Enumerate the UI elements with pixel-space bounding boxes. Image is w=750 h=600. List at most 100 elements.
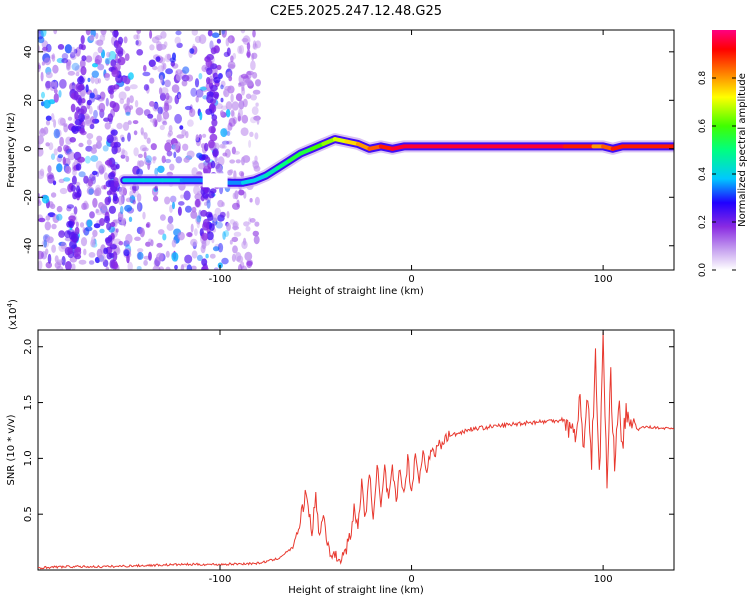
noise-streak-blob xyxy=(206,94,214,104)
noise-blob xyxy=(145,241,151,247)
noise-blob xyxy=(175,69,183,75)
noise-blob xyxy=(50,113,55,122)
noise-streak-blob xyxy=(80,35,85,45)
noise-streak-blob xyxy=(210,160,216,169)
noise-streak-blob xyxy=(201,232,208,241)
noise-blob xyxy=(155,56,161,62)
noise-blob xyxy=(139,227,145,238)
noise-blob xyxy=(236,255,244,263)
noise-blob xyxy=(220,128,228,138)
noise-blob xyxy=(215,164,223,174)
noise-blob xyxy=(98,102,106,113)
noise-blob xyxy=(245,93,252,100)
noise-blob xyxy=(136,33,140,40)
noise-blob xyxy=(118,241,124,246)
noise-blob xyxy=(225,37,230,47)
noise-blob xyxy=(43,57,52,66)
figure-title: C2E5.2025.247.12.48.G25 xyxy=(270,4,442,19)
noise-blob xyxy=(254,40,262,49)
noise-blob xyxy=(90,239,96,248)
noise-blob xyxy=(149,77,155,84)
noise-blob xyxy=(99,218,105,226)
noise-blob xyxy=(250,60,256,71)
noise-blob xyxy=(94,55,103,65)
noise-blob xyxy=(195,96,199,103)
ridge-segment xyxy=(275,158,291,171)
colorbar-tick-label: 0.6 xyxy=(698,119,708,134)
noise-blob xyxy=(104,122,111,130)
noise-blob xyxy=(238,108,243,119)
noise-blob xyxy=(57,145,63,153)
spectrogram-x-axis: -100 0 100 xyxy=(209,30,613,285)
noise-blob xyxy=(53,93,59,103)
noise-streak-blob xyxy=(211,119,218,127)
noise-blob xyxy=(53,89,58,94)
noise-blob xyxy=(127,261,133,270)
noise-streak-blob xyxy=(74,119,82,126)
noise-blob xyxy=(177,94,182,99)
noise-blob xyxy=(164,142,172,152)
noise-streak-blob xyxy=(216,38,221,44)
noise-blob xyxy=(62,156,66,166)
noise-blob xyxy=(139,144,147,152)
noise-blob xyxy=(69,51,76,59)
noise-blob xyxy=(220,110,224,117)
noise-streak-blob xyxy=(108,172,115,180)
noise-blob xyxy=(86,186,95,196)
noise-blob xyxy=(249,131,254,137)
noise-blob xyxy=(106,51,111,58)
noise-blob xyxy=(105,266,109,270)
noise-streak-blob xyxy=(112,30,119,38)
noise-blob xyxy=(167,132,172,138)
noise-blob xyxy=(228,117,236,127)
noise-blob xyxy=(118,186,127,196)
noise-blob xyxy=(143,259,148,266)
snr-xlabel: Height of straight line (km) xyxy=(288,585,424,596)
noise-blob xyxy=(238,264,243,270)
noise-streak-blob xyxy=(110,163,118,171)
noise-blob xyxy=(229,239,233,245)
noise-blob xyxy=(161,87,169,95)
noise-blob xyxy=(252,72,258,79)
noise-blob xyxy=(137,248,144,253)
noise-streak-blob xyxy=(68,215,76,222)
noise-blob xyxy=(156,252,164,262)
noise-blob xyxy=(232,225,240,230)
noise-blob xyxy=(124,105,131,115)
noise-blob xyxy=(38,217,46,223)
noise-blob xyxy=(45,120,51,126)
noise-blob xyxy=(165,92,170,101)
noise-blob xyxy=(125,233,133,244)
noise-blob xyxy=(83,202,90,210)
noise-streak-blob xyxy=(106,252,113,260)
noise-blob xyxy=(163,62,167,70)
noise-blob xyxy=(159,124,165,131)
noise-blob xyxy=(159,92,167,102)
noise-streak-blob xyxy=(110,222,116,227)
noise-blob xyxy=(252,230,259,237)
spectrogram-frame xyxy=(37,29,675,271)
spectrogram-noise xyxy=(38,30,262,270)
noise-blob xyxy=(59,136,64,147)
ridge-segment xyxy=(264,166,280,178)
noise-blob xyxy=(232,150,241,155)
noise-blob xyxy=(219,211,226,218)
noise-blob xyxy=(183,157,190,163)
noise-blob xyxy=(222,231,226,240)
noise-blob xyxy=(47,253,52,264)
noise-blob xyxy=(144,157,150,166)
noise-blob xyxy=(185,131,189,139)
noise-streak-blob xyxy=(115,163,120,170)
snr-ylabel: SNR (10 * v/v) xyxy=(6,414,17,485)
noise-blob xyxy=(238,189,245,196)
noise-blob xyxy=(59,79,67,89)
noise-blob xyxy=(97,46,103,54)
noise-blob xyxy=(238,170,245,177)
noise-blob xyxy=(230,55,234,63)
noise-blob xyxy=(171,239,177,248)
noise-blob xyxy=(122,121,130,131)
noise-blob xyxy=(230,109,235,117)
noise-blob xyxy=(124,86,131,92)
noise-streak-blob xyxy=(212,148,219,158)
noise-blob xyxy=(149,118,157,123)
